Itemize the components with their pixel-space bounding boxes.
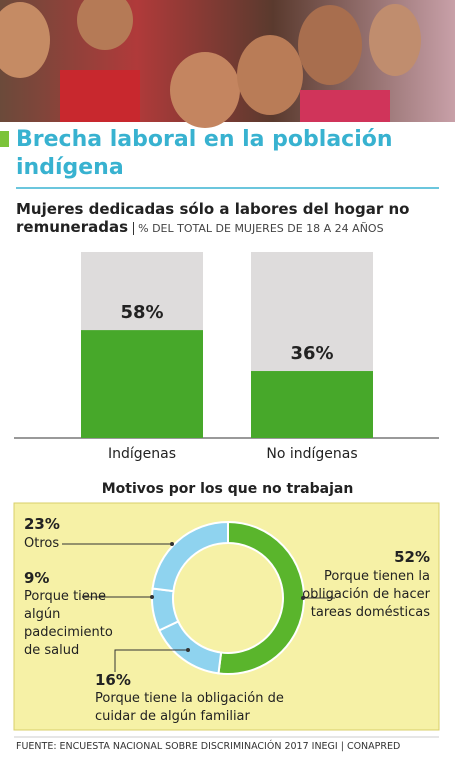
slice-value-label: 23% [24,515,60,533]
category-label: No indígenas [266,446,357,462]
slice-value-label: 16% [95,671,131,689]
title-marker [0,131,9,147]
page-title: Brecha laboral en la población indígena [16,127,393,180]
value-label: 58% [120,302,163,323]
bar-heading: Mujeres dedicadas sólo a labores del hog… [16,200,436,238]
donut-slice [217,520,305,675]
bar-subtitle: % DEL TOTAL DE MUJERES DE 18 A 24 AÑOS [133,222,384,235]
bar [81,330,203,438]
bar-title: Mujeres dedicadas sólo a labores del hog… [16,200,410,236]
donut-title: Motivos por los que no trabajan [101,481,354,497]
leader-dot [170,542,174,546]
category-label: Indígenas [108,446,176,462]
donut-slice [151,520,229,593]
leader-dot [150,595,154,599]
slice-label: Porque tienen la obligación de hacer tar… [302,569,430,620]
source: FUENTE: ENCUESTA NACIONAL SOBRE DISCRIMI… [16,741,401,752]
value-label: 36% [290,343,333,364]
leader-dot [301,596,305,600]
leader-dot [186,648,190,652]
slice-value-label: 52% [394,548,430,566]
slice-label: Porque tiene la obligación de cuidar de … [95,691,284,724]
slice-value-label: 9% [24,569,50,587]
slice-label: Porque tiene algún padecimiento de salud [24,589,113,658]
leader-line [114,649,188,672]
slice-label: Otros [24,536,60,551]
header-photo [0,0,455,128]
bar [251,371,373,438]
